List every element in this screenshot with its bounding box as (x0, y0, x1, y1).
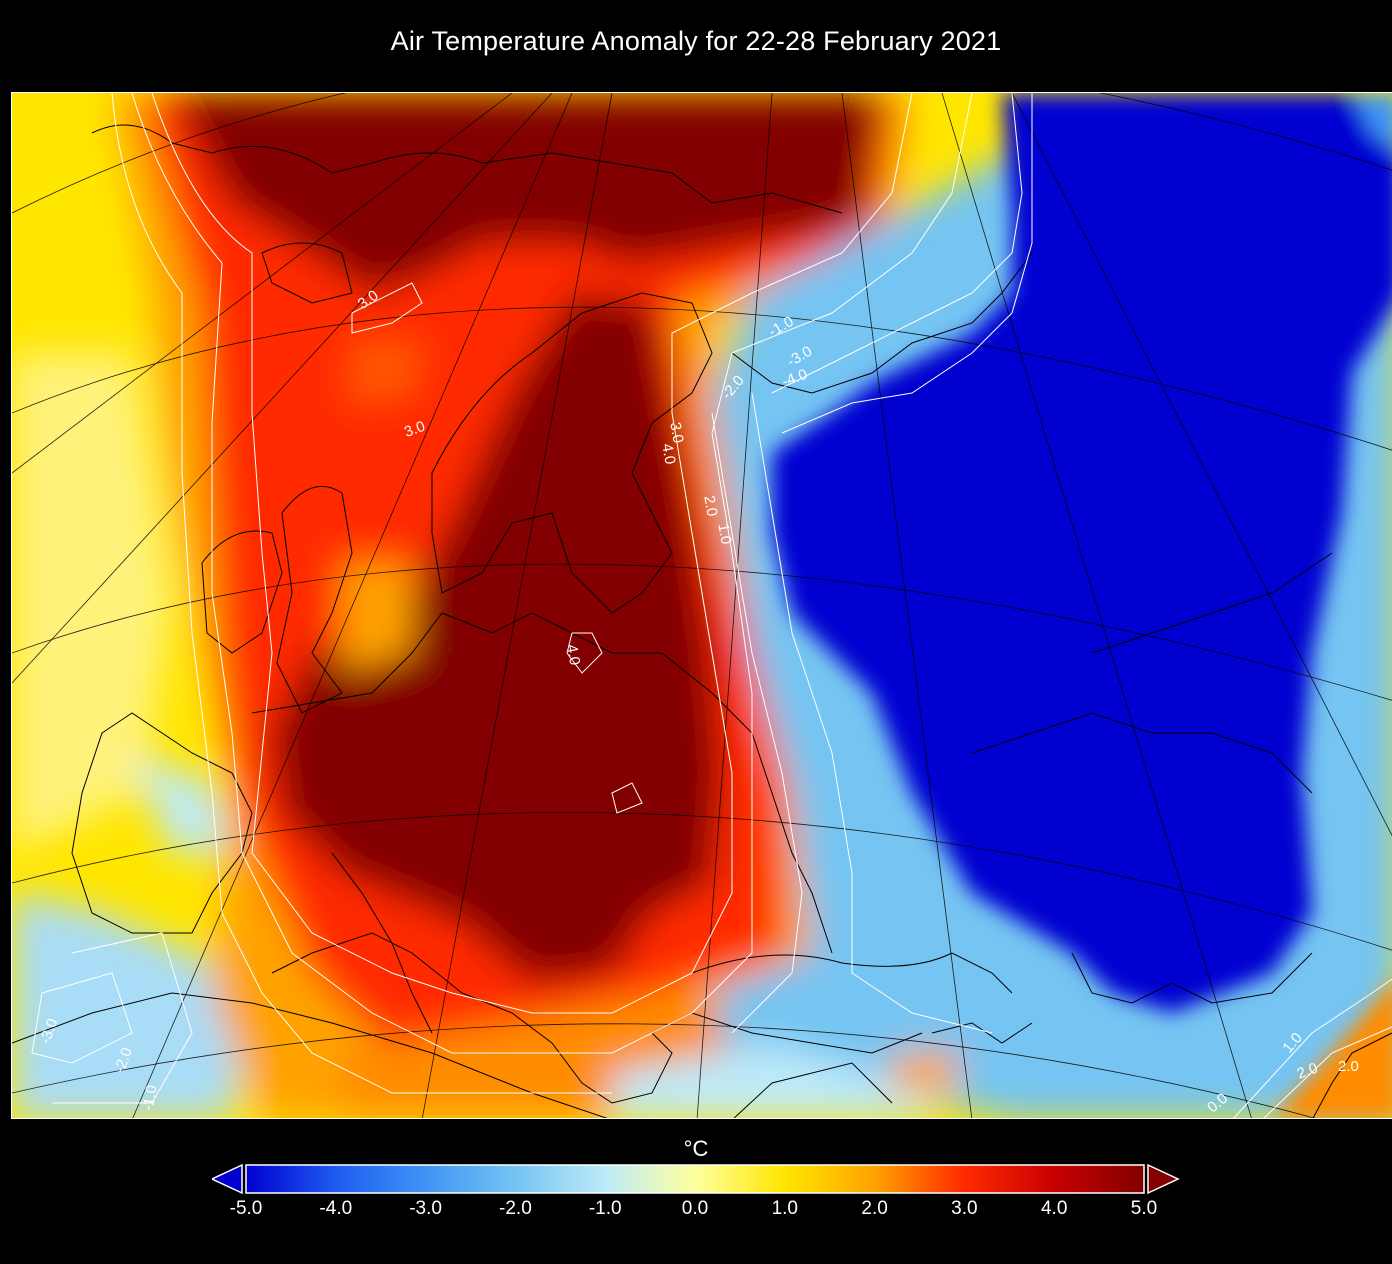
field-arctic-core (172, 93, 882, 293)
field-se-warm (1273, 983, 1392, 1118)
field-iberia-cool (12, 893, 252, 1118)
colorbar-tick-label: 5.0 (1130, 1198, 1158, 1219)
contour-label: 3.0 (402, 418, 427, 441)
colorbar (212, 1163, 1180, 1195)
map-title: Air Temperature Anomaly for 22-28 Februa… (390, 26, 1002, 56)
field-russia-cold (772, 93, 1392, 1013)
colorbar-tick-label: 0.0 (681, 1198, 709, 1219)
contour-label: 1.0 (714, 522, 734, 545)
contour-label: 3.0 (666, 421, 686, 444)
colorbar-tick-label: 1.0 (771, 1198, 799, 1219)
anomaly-map: 3.0 3.0 3.0 4.0 4.0 2.0 1.0 -1.0 -2.0 -3… (12, 93, 1392, 1118)
colorbar-tick-label: 2.0 (861, 1198, 888, 1219)
colorbar-unit: °C (683, 1136, 709, 1161)
field-europe-core (272, 293, 722, 983)
colorbar-max-arrow (1147, 1163, 1180, 1195)
contour-label: 2.0 (700, 494, 720, 517)
field-ne-edge (1352, 93, 1392, 147)
field-norwegian-sea (352, 343, 422, 403)
field-egypt-warm (892, 1053, 962, 1093)
map-panel: 3.0 3.0 3.0 4.0 4.0 2.0 1.0 -1.0 -2.0 -3… (11, 92, 1392, 1119)
field-north-sea (342, 563, 412, 673)
colorbar-tick-label: -4.0 (319, 1198, 353, 1219)
colorbar-tick-label: -2.0 (499, 1198, 532, 1219)
colorbar-tick-label: -5.0 (229, 1198, 263, 1219)
contour-label: 2.0 (1338, 1058, 1359, 1075)
field-atlantic-light (12, 353, 172, 853)
colorbar-tick-label: 3.0 (951, 1198, 978, 1219)
graticule (12, 93, 1392, 1118)
field-levant-cool (612, 1043, 932, 1118)
field-biscay-cool (132, 753, 232, 853)
contour-label: -1.0 (139, 1084, 160, 1112)
colorbar-tick-label: -3.0 (409, 1198, 442, 1219)
colorbar-tick-label: 4.0 (1040, 1198, 1068, 1219)
colorbar-min-arrow (212, 1163, 243, 1195)
coastlines (12, 124, 1392, 1118)
contour-label: 4.0 (658, 442, 678, 465)
contour-label: 4.0 (563, 643, 583, 666)
colorbar-gradient (245, 1164, 1145, 1194)
contour-lines (31, 93, 1392, 1118)
contour-label: 2.0 (1295, 1060, 1320, 1083)
colorbar-tick-label: -1.0 (588, 1198, 622, 1219)
